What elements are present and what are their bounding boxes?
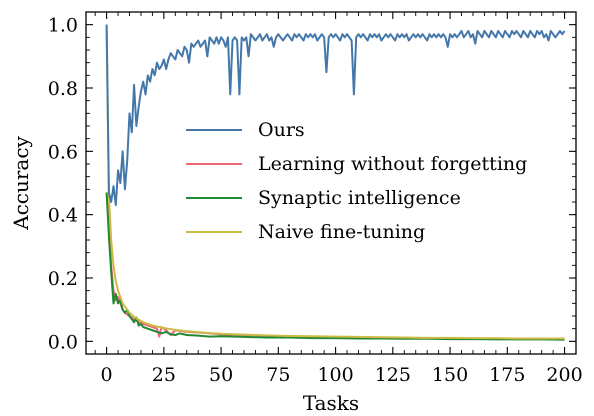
x-tick-label: 175 [489, 364, 525, 386]
x-axis-title: Tasks [303, 391, 359, 415]
y-tick-label: 0.0 [48, 331, 78, 353]
x-tick-label: 200 [546, 364, 582, 386]
legend-label: Learning without forgetting [258, 153, 527, 175]
y-tick-label: 0.6 [48, 141, 78, 163]
x-tick-label: 100 [317, 364, 353, 386]
y-tick-label: 0.8 [48, 78, 78, 100]
x-tick-label: 25 [152, 364, 176, 386]
series-layer [105, 24, 566, 341]
x-tick-label: 125 [375, 364, 411, 386]
legend-label: Synaptic intelligence [258, 187, 461, 209]
series-line-learning-without-forgetting [105, 192, 565, 341]
legend: Ours Learning without forgetting Synaptic … [186, 119, 527, 243]
legend-label: Ours [258, 119, 305, 141]
x-tick-label: 75 [266, 364, 290, 386]
plot-frame [85, 11, 577, 355]
series-line-ours [105, 24, 566, 207]
y-tick-label: 1.0 [48, 15, 78, 37]
x-tick-label: 150 [432, 364, 468, 386]
x-tick-label: 0 [101, 364, 113, 386]
y-tick-label: 0.4 [48, 205, 78, 227]
legend-label: Naive fine-tuning [258, 221, 425, 243]
y-tick-label: 0.2 [48, 268, 78, 290]
y-axis-title: Accuracy [9, 135, 33, 230]
series-line-synaptic-intelligence [105, 192, 565, 341]
ticks-layer: 0 25 50 75 100 125 150 175 200 0.0 0.2 0.4 0.6 0.8 1.0 [48, 12, 583, 386]
series-line-naive-fine-tuning [105, 24, 565, 340]
x-tick-label: 50 [209, 364, 233, 386]
